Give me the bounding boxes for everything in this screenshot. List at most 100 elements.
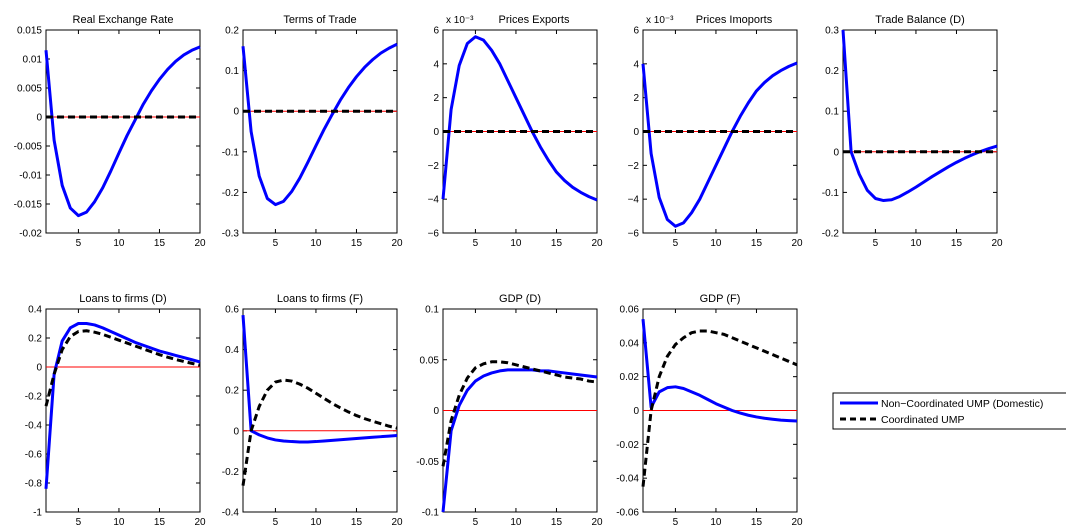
panel-title: Real Exchange Rate bbox=[73, 14, 174, 26]
chart-panel-4: Prices Imoports x 10⁻³ −6 −4 −2 0 2 4 6 5 10 15 20 bbox=[628, 14, 803, 249]
y-tick-label: -1 bbox=[33, 508, 42, 519]
x-tick-label: 20 bbox=[791, 238, 803, 249]
x-tick-label: 10 bbox=[510, 517, 522, 528]
y-tick-label: 0 bbox=[833, 147, 839, 158]
panels: Real Exchange Rate -0.02 -0.015 -0.01 -0.005… bbox=[14, 14, 1003, 528]
series-line-noncoordinated bbox=[241, 42, 398, 207]
legend-label-coordinated: Coordinated UMP bbox=[881, 414, 964, 426]
x-tick-label: 5 bbox=[76, 238, 82, 249]
y-tick-label: 2 bbox=[633, 93, 639, 104]
x-tick-label: 15 bbox=[751, 238, 763, 249]
y-tick-label: 0 bbox=[233, 426, 239, 437]
x-tick-label: 10 bbox=[310, 238, 322, 249]
x-tick-label: 20 bbox=[591, 517, 603, 528]
chart-panel-2: Terms of Trade -0.3 -0.2 -0.1 0 0.1 0.2 5 10 15 20 bbox=[222, 14, 403, 249]
x-tick-label: 15 bbox=[154, 517, 166, 528]
y-tick-label: 0.6 bbox=[225, 305, 239, 316]
x-tick-label: 10 bbox=[113, 238, 125, 249]
x-tick-label: 15 bbox=[351, 238, 363, 249]
x-tick-label: 5 bbox=[673, 238, 679, 249]
x-tick-label: 15 bbox=[951, 238, 963, 249]
y-tick-label: 4 bbox=[433, 59, 439, 70]
y-tick-label: -0.01 bbox=[19, 171, 42, 182]
y-tick-label: 0.02 bbox=[620, 372, 640, 383]
y-tick-label: 0 bbox=[633, 406, 639, 417]
x-tick-label: 5 bbox=[673, 517, 679, 528]
y-tick-label: −4 bbox=[628, 195, 640, 206]
y-tick-label: -0.015 bbox=[14, 200, 43, 211]
x-tick-label: 15 bbox=[551, 517, 563, 528]
y-tick-label: -0.2 bbox=[822, 229, 840, 240]
chart-panel-3: Prices Exports x 10⁻³ −6 −4 −2 0 2 4 6 5 10 15 20 bbox=[428, 14, 603, 249]
x-tick-label: 20 bbox=[194, 517, 206, 528]
x-tick-label: 10 bbox=[113, 517, 125, 528]
y-tick-label: -0.02 bbox=[616, 440, 639, 451]
y-tick-label: 0.1 bbox=[225, 66, 239, 77]
y-tick-label: -0.06 bbox=[616, 508, 639, 519]
x-tick-label: 20 bbox=[991, 238, 1003, 249]
y-tick-label: 0.4 bbox=[225, 345, 239, 356]
x-tick-label: 5 bbox=[873, 238, 879, 249]
x-tick-label: 15 bbox=[751, 517, 763, 528]
y-tick-label: -0.04 bbox=[616, 474, 639, 485]
x-tick-label: 10 bbox=[710, 517, 722, 528]
legend-label-noncoordinated: Non−Coordinated UMP (Domestic) bbox=[881, 398, 1043, 410]
y-tick-label: -0.8 bbox=[25, 479, 43, 490]
y-tick-label: −4 bbox=[428, 195, 440, 206]
y-tick-label: −2 bbox=[628, 161, 640, 172]
y-tick-label: 0 bbox=[233, 107, 239, 118]
legend-box bbox=[832, 392, 1066, 430]
series-line-noncoordinated bbox=[241, 314, 398, 444]
panel-title: Trade Balance (D) bbox=[875, 14, 964, 26]
y-tick-label: 0 bbox=[36, 363, 42, 374]
axis-exponent-label: x 10⁻³ bbox=[646, 15, 674, 26]
chart-panel-5: Trade Balance (D) -0.2 -0.1 0 0.1 0.2 0.3 5 10 15… bbox=[822, 14, 1003, 249]
y-tick-label: 0.1 bbox=[825, 107, 839, 118]
x-tick-label: 15 bbox=[551, 238, 563, 249]
x-tick-label: 10 bbox=[510, 238, 522, 249]
y-tick-label: 0.2 bbox=[225, 386, 239, 397]
y-tick-label: -0.2 bbox=[25, 392, 43, 403]
x-tick-label: 5 bbox=[273, 517, 279, 528]
x-tick-label: 20 bbox=[391, 517, 403, 528]
series-line-noncoordinated bbox=[44, 45, 201, 218]
y-tick-label: -0.4 bbox=[25, 421, 43, 432]
x-tick-label: 20 bbox=[391, 238, 403, 249]
x-tick-label: 5 bbox=[473, 517, 479, 528]
y-tick-label: 0.005 bbox=[17, 84, 42, 95]
x-tick-label: 20 bbox=[591, 238, 603, 249]
series-line-noncoordinated bbox=[44, 322, 201, 489]
series-line-coordinated bbox=[241, 378, 398, 486]
x-tick-label: 5 bbox=[273, 238, 279, 249]
panel-title: Loans to firms (D) bbox=[79, 293, 166, 305]
y-tick-label: -0.2 bbox=[222, 188, 240, 199]
y-tick-label: -0.2 bbox=[222, 467, 240, 478]
x-tick-label: 5 bbox=[76, 517, 82, 528]
y-tick-label: 0.04 bbox=[620, 338, 640, 349]
y-tick-label: 0.06 bbox=[620, 305, 640, 316]
y-tick-label: −2 bbox=[428, 161, 440, 172]
chart-panel-6: Loans to firms (D) -1 -0.8 -0.6 -0.4 -0.2 0 0.2… bbox=[25, 293, 206, 528]
x-tick-label: 10 bbox=[910, 238, 922, 249]
y-tick-label: −6 bbox=[428, 229, 440, 240]
chart-panel-1: Real Exchange Rate -0.02 -0.015 -0.01 -0.005… bbox=[14, 14, 206, 249]
x-tick-label: 20 bbox=[791, 517, 803, 528]
legend: Non−Coordinated UMP (Domestic) Coordinat… bbox=[832, 392, 1066, 430]
series-line-noncoordinated bbox=[841, 29, 998, 203]
chart-panel-8: GDP (D) -0.1 -0.05 0 0.05 0.1 5 10 15 20 bbox=[416, 293, 603, 528]
y-tick-label: 6 bbox=[433, 26, 439, 37]
y-tick-label: 0 bbox=[36, 113, 42, 124]
series-line-coordinated bbox=[641, 329, 798, 487]
y-tick-label: -0.6 bbox=[25, 450, 43, 461]
y-tick-label: -0.1 bbox=[822, 188, 840, 199]
y-tick-label: -0.1 bbox=[422, 508, 440, 519]
panel-title: Prices Imoports bbox=[696, 14, 773, 26]
plot-area bbox=[242, 308, 398, 513]
y-tick-label: 0.3 bbox=[825, 26, 839, 37]
y-tick-label: 0.2 bbox=[225, 26, 239, 37]
x-tick-label: 15 bbox=[154, 238, 166, 249]
y-tick-label: 0 bbox=[433, 406, 439, 417]
x-tick-label: 15 bbox=[351, 517, 363, 528]
y-tick-label: 0 bbox=[433, 127, 439, 138]
